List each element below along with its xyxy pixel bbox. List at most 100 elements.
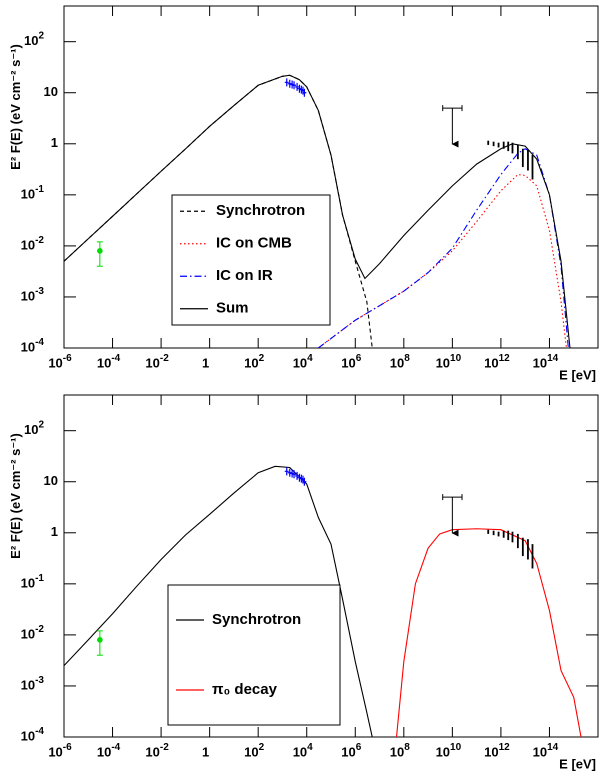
x-tick-label: 10-4 [97, 353, 121, 371]
series-line [64, 74, 571, 348]
x-tick-label: 1014 [533, 742, 559, 760]
x-tick-label: 10-6 [48, 742, 72, 760]
y-tick-label: 10-1 [21, 183, 45, 201]
data-point [97, 248, 103, 254]
x-tick-label: 1012 [484, 742, 510, 760]
legend-box [171, 194, 331, 326]
x-tick-label: 1010 [436, 353, 462, 371]
y-tick-label: 10-2 [21, 235, 45, 253]
legend-label: Synchrotron [216, 202, 305, 219]
y-tick-label: 102 [24, 419, 44, 437]
series-line [317, 173, 567, 348]
x-tick-label-exponent: 6 [356, 353, 362, 364]
x-tick-label-exponent: 14 [547, 353, 559, 364]
x-axis-label: E [eV] [559, 756, 596, 771]
x-tick-label: 104 [293, 353, 313, 371]
x-tick-label: 102 [244, 353, 264, 371]
x-tick-label-exponent: -6 [63, 353, 72, 364]
x-tick-label-exponent: -4 [111, 742, 120, 753]
data-point [302, 477, 307, 486]
data-point [295, 471, 300, 480]
y-tick-label: 10-3 [21, 675, 45, 693]
x-tick-label-exponent: 8 [404, 742, 410, 753]
plot-frame [63, 5, 599, 349]
data-point [97, 637, 103, 643]
plot-area [64, 74, 571, 348]
x-tick-label-exponent: 8 [404, 353, 410, 364]
data-point [292, 470, 297, 479]
legend-label: IC on CMB [216, 235, 292, 252]
y-tick-label-exponent: -1 [35, 572, 44, 583]
y-tick-label: 10 [44, 473, 58, 488]
y-tick-label-exponent: 2 [38, 419, 44, 430]
x-axis-label: E [eV] [559, 367, 596, 382]
x-tick-label: 106 [341, 742, 361, 760]
x-tick-label-exponent: 2 [259, 353, 265, 364]
x-tick-label-exponent: 2 [259, 742, 265, 753]
legend-label: Synchrotron [212, 611, 301, 628]
data-point [302, 88, 307, 97]
x-tick-label-exponent: 12 [499, 353, 511, 364]
series-line [317, 148, 569, 348]
legend-label: Sum [216, 300, 249, 317]
x-tick-label-exponent: -6 [63, 742, 72, 753]
data-point [292, 81, 297, 90]
y-tick-label-exponent: -2 [35, 235, 44, 246]
legend-label: π₀ decay [212, 681, 278, 698]
legend-box [167, 584, 341, 726]
y-tick-label: 1 [51, 524, 58, 539]
series-line [395, 528, 582, 737]
y-axis-label: E² F(E) (eV cm⁻² s⁻¹) [8, 433, 23, 559]
x-tick-label: 1014 [533, 353, 559, 371]
y-tick-label: 10-3 [21, 286, 45, 304]
y-tick-label: 10 [44, 84, 58, 99]
x-tick-label-exponent: 14 [547, 742, 559, 753]
x-tick-label-exponent: 4 [307, 353, 313, 364]
x-tick-label-exponent: 10 [450, 353, 462, 364]
y-tick-label-exponent: 2 [38, 30, 44, 41]
x-tick-label: 10-2 [145, 353, 169, 371]
panel: 10-6 10-4 10-2 1 102 104 106 108 1010 1012 101410-… [8, 394, 599, 771]
x-tick-label: 1 [202, 744, 209, 759]
x-tick-label: 108 [390, 353, 410, 371]
x-tick-label-exponent: 4 [307, 742, 313, 753]
x-tick-label: 106 [341, 353, 361, 371]
y-tick-label: 102 [24, 30, 44, 48]
y-tick-label: 1 [51, 135, 58, 150]
x-tick-label: 10-6 [48, 353, 72, 371]
x-tick-label: 1012 [484, 353, 510, 371]
panel: 10-6 10-4 10-2 1 102 104 106 108 1010 1012 101410-… [8, 5, 599, 382]
plot-area [64, 465, 582, 737]
x-tick-label: 102 [244, 742, 264, 760]
x-tick-label: 10-4 [97, 742, 121, 760]
data-point [287, 79, 292, 88]
legend-label: IC on IR [216, 267, 273, 284]
y-tick-label-exponent: -3 [35, 286, 44, 297]
series-line [64, 465, 373, 737]
y-tick-label: 10-2 [21, 624, 45, 642]
data-point [284, 78, 289, 87]
data-point [295, 82, 300, 91]
y-tick-label: 10-4 [21, 337, 45, 355]
y-tick-label-exponent: -4 [35, 337, 44, 348]
data-point [284, 467, 289, 476]
y-tick-label: 10-4 [21, 726, 45, 744]
x-tick-label: 10-2 [145, 742, 169, 760]
y-axis-label: E² F(E) (eV cm⁻² s⁻¹) [8, 44, 23, 170]
y-tick-label-exponent: -1 [35, 183, 44, 194]
x-tick-label: 1 [202, 355, 209, 370]
x-tick-label: 104 [293, 742, 313, 760]
x-tick-label-exponent: -2 [160, 742, 169, 753]
y-tick-label-exponent: -3 [35, 675, 44, 686]
x-tick-label: 108 [390, 742, 410, 760]
x-tick-label-exponent: -2 [160, 353, 169, 364]
y-tick-label-exponent: -4 [35, 726, 44, 737]
x-tick-label-exponent: 10 [450, 742, 462, 753]
y-tick-label: 10-1 [21, 572, 45, 590]
y-tick-label-exponent: -2 [35, 624, 44, 635]
x-tick-label: 1010 [436, 742, 462, 760]
data-point [287, 468, 292, 477]
x-tick-label-exponent: 12 [499, 742, 511, 753]
